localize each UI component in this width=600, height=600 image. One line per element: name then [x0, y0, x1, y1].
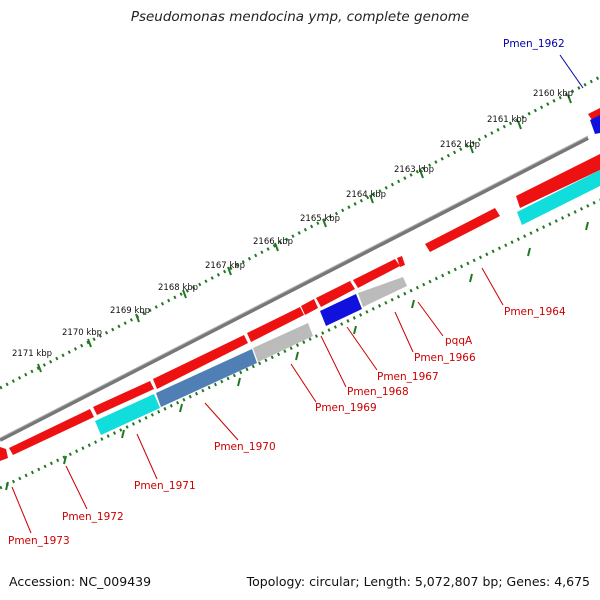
- genome-summary: Topology: circular; Length: 5,072,807 bp…: [246, 574, 590, 589]
- kbp-label: 2164 kbp: [346, 190, 386, 200]
- outer-major-tick: [37, 363, 42, 373]
- outer-major-tick: [517, 120, 522, 130]
- connector-line: [65, 465, 88, 510]
- inner-major-tick: [353, 325, 357, 335]
- gene-arrow[interactable]: [516, 154, 600, 208]
- gene-labels: Pmen_1962 Pmen_1964 pqqA Pmen_1966 Pmen_…: [8, 38, 566, 547]
- inner-major-tick: [179, 403, 183, 413]
- backbone-highlight: [0, 135, 589, 439]
- gene-arrow[interactable]: [95, 394, 160, 435]
- forward-genes: [0, 108, 600, 461]
- gene-arrow[interactable]: [316, 281, 355, 307]
- genome-backbone: [0, 136, 589, 442]
- connector-line: [346, 326, 378, 371]
- inner-major-tick: [63, 455, 67, 465]
- gene-arrow[interactable]: [0, 447, 8, 461]
- gene-label-pmen-1962[interactable]: Pmen_1962: [503, 38, 565, 50]
- kbp-label: 2160 kbp: [533, 89, 573, 99]
- connector-line: [11, 486, 32, 534]
- gene-arrow[interactable]: [425, 208, 500, 252]
- connector-line: [559, 54, 584, 89]
- inner-major-tick: [5, 481, 9, 491]
- kbp-label: 2171 kbp: [12, 349, 52, 359]
- kbp-label: 2169 kbp: [110, 306, 150, 316]
- kbp-labels: 2160 kbp 2161 kbp 2162 kbp 2163 kbp 2164…: [12, 89, 573, 359]
- inner-major-tick: [121, 429, 125, 439]
- gene-arrow[interactable]: [353, 259, 400, 288]
- outer-major-tick: [182, 289, 187, 299]
- kbp-label: 2166 kbp: [253, 237, 293, 247]
- connector-line: [136, 433, 158, 480]
- inner-major-tick: [237, 377, 241, 387]
- gene-label-pmen-1969[interactable]: Pmen_1969: [315, 402, 377, 414]
- gene-arrow[interactable]: [397, 256, 405, 267]
- label-connectors: [11, 267, 504, 534]
- connector-line: [320, 335, 347, 388]
- kbp-label: 2165 kbp: [300, 214, 340, 224]
- gene-arrow[interactable]: [590, 115, 600, 134]
- inner-major-tick: [411, 299, 415, 309]
- accession-text: Accession: NC_009439: [9, 574, 152, 589]
- gene-arrow[interactable]: [320, 294, 362, 326]
- inner-major-tick: [295, 351, 299, 361]
- inner-major-tick: [469, 273, 473, 283]
- gene-label-pmen-1973[interactable]: Pmen_1973: [8, 535, 70, 547]
- connector-line: [417, 301, 444, 337]
- inner-major-tick: [585, 221, 589, 231]
- kbp-label: 2162 kbp: [440, 140, 480, 150]
- outer-major-tick: [369, 194, 374, 204]
- kbp-label: 2163 kbp: [394, 165, 434, 175]
- outer-major-tick: [322, 218, 327, 228]
- gene-label-pmen-1964[interactable]: Pmen_1964: [504, 306, 566, 318]
- gene-arrow[interactable]: [247, 307, 304, 342]
- connector-line: [394, 311, 414, 353]
- gene-label-pmen-1966[interactable]: Pmen_1966: [414, 352, 476, 364]
- gene-label-pmen-1972[interactable]: Pmen_1972: [62, 511, 124, 523]
- gene-label-pmen-1967[interactable]: Pmen_1967: [377, 371, 439, 383]
- outer-major-tick: [419, 169, 424, 179]
- gene-label-pmen-1968[interactable]: Pmen_1968: [347, 386, 409, 398]
- kbp-label: 2168 kbp: [158, 283, 198, 293]
- kbp-label: 2161 kbp: [487, 115, 527, 125]
- inner-major-tick: [527, 247, 531, 257]
- kbp-label: 2167 kbp: [205, 261, 245, 271]
- gene-arrow[interactable]: [517, 170, 600, 225]
- gene-label-pmen-1970[interactable]: Pmen_1970: [214, 441, 276, 453]
- gene-arrow[interactable]: [156, 349, 257, 407]
- gene-arrow[interactable]: [9, 409, 94, 455]
- gene-arrow[interactable]: [253, 323, 313, 362]
- connector-line: [481, 267, 504, 306]
- gene-arrow[interactable]: [153, 335, 248, 389]
- outer-major-tick: [87, 338, 92, 348]
- outer-major-tick: [274, 242, 279, 252]
- outer-major-tick: [469, 144, 474, 154]
- gene-label-pqqa[interactable]: pqqA: [445, 335, 473, 347]
- map-title: Pseudomonas mendocina ymp, complete geno…: [130, 9, 470, 25]
- gene-arrow[interactable]: [301, 299, 318, 315]
- outer-major-tick: [567, 94, 572, 104]
- inner-tick-ring: [0, 198, 600, 490]
- kbp-label: 2170 kbp: [62, 328, 102, 338]
- outer-tick-ring: [0, 75, 600, 390]
- outer-major-tick: [227, 266, 232, 276]
- gene-arrow[interactable]: [93, 381, 154, 415]
- connector-line: [290, 363, 317, 403]
- connector-line: [204, 402, 239, 441]
- gene-arrow[interactable]: [358, 277, 407, 307]
- gene-label-pmen-1971[interactable]: Pmen_1971: [134, 480, 196, 492]
- outer-major-tick: [135, 313, 140, 323]
- reverse-genes: [95, 115, 600, 435]
